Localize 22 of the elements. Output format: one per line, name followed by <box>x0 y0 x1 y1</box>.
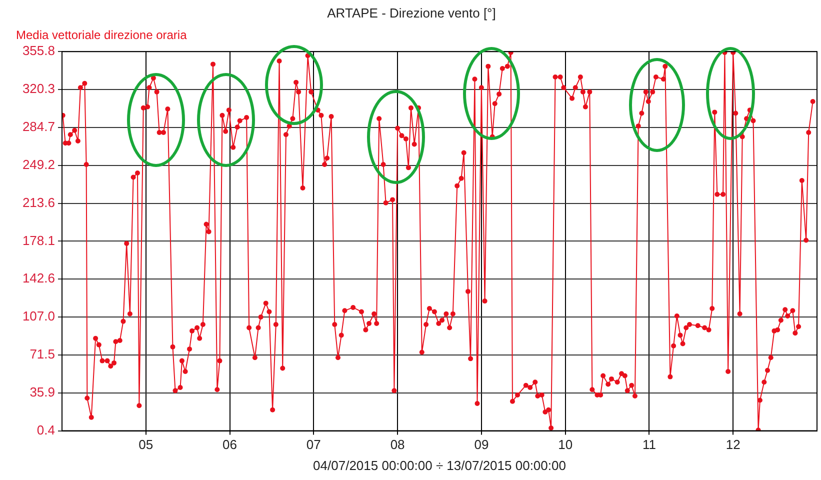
y-tick-label: 355.8 <box>22 43 55 58</box>
x-tick-label: 06 <box>222 437 238 452</box>
y-tick-label: 249.2 <box>22 156 55 172</box>
y-tick-label: 35.9 <box>30 384 55 400</box>
y-tick-label: 0.4 <box>36 422 55 438</box>
chart-title: ARTAPE - Direzione vento [°] <box>327 5 496 20</box>
x-tick-label: 08 <box>390 437 405 452</box>
y-tick-label: 320.3 <box>22 81 55 96</box>
y-tick-label: 213.6 <box>22 194 55 210</box>
y-tick-label: 178.1 <box>22 232 55 248</box>
x-tick-label: 10 <box>558 437 573 452</box>
x-tick-label: 07 <box>306 437 321 452</box>
x-tick-label: 12 <box>726 437 740 452</box>
x-tick-label: 11 <box>642 437 656 452</box>
x-axis-title: 04/07/2015 00:00:00 ÷ 13/07/2015 00:00:00 <box>313 458 566 473</box>
y-tick-label: 284.7 <box>22 119 55 134</box>
x-tick-label: 05 <box>138 437 154 452</box>
y-tick-label: 107.0 <box>22 308 55 324</box>
y-tick-label: 142.6 <box>22 270 55 286</box>
text: Media vettoriale direzione oraria <box>16 28 188 42</box>
x-tick-label: 09 <box>474 437 489 452</box>
y-tick-label: 71.5 <box>30 346 55 362</box>
